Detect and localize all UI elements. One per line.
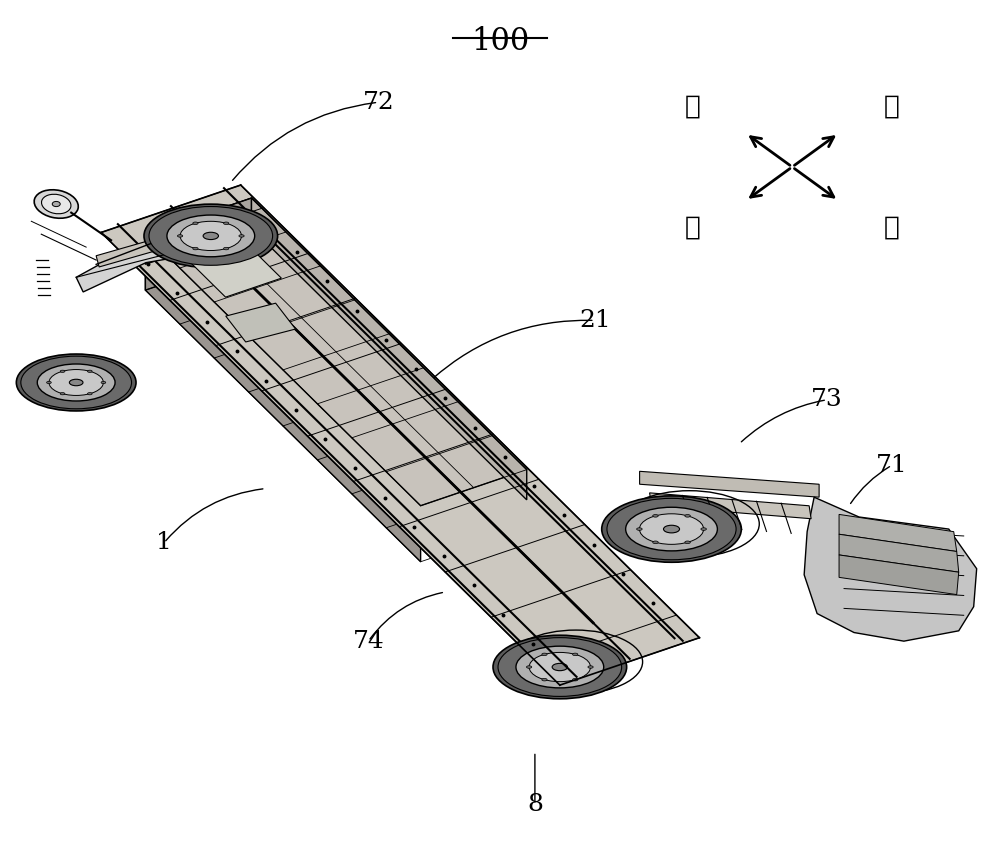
Ellipse shape [626, 507, 717, 551]
Ellipse shape [653, 541, 658, 543]
Ellipse shape [69, 379, 83, 386]
Ellipse shape [193, 247, 198, 250]
Ellipse shape [607, 498, 736, 560]
Polygon shape [96, 219, 229, 267]
Ellipse shape [60, 370, 65, 373]
Ellipse shape [87, 370, 92, 373]
Polygon shape [251, 198, 527, 500]
Polygon shape [839, 535, 959, 572]
Text: 8: 8 [527, 793, 543, 817]
Ellipse shape [701, 528, 706, 530]
Ellipse shape [60, 393, 65, 394]
Ellipse shape [663, 525, 680, 533]
Ellipse shape [573, 678, 578, 681]
Polygon shape [804, 497, 977, 641]
Polygon shape [226, 303, 296, 342]
Polygon shape [145, 228, 251, 290]
Ellipse shape [144, 204, 278, 267]
Text: 21: 21 [579, 309, 611, 332]
Ellipse shape [224, 247, 229, 250]
Ellipse shape [34, 189, 78, 218]
Ellipse shape [685, 541, 690, 543]
Ellipse shape [653, 515, 658, 517]
Polygon shape [145, 228, 527, 536]
Ellipse shape [37, 364, 115, 401]
Ellipse shape [573, 653, 578, 656]
Ellipse shape [101, 381, 106, 383]
Ellipse shape [602, 496, 741, 562]
Ellipse shape [180, 221, 242, 251]
Ellipse shape [193, 222, 198, 225]
Ellipse shape [203, 233, 218, 240]
Polygon shape [189, 242, 281, 298]
Text: 前: 前 [685, 93, 700, 119]
Polygon shape [145, 234, 421, 536]
Ellipse shape [42, 195, 71, 214]
Polygon shape [640, 471, 819, 497]
Ellipse shape [639, 514, 704, 544]
Ellipse shape [516, 646, 604, 688]
Ellipse shape [16, 354, 136, 411]
Ellipse shape [177, 234, 183, 237]
Ellipse shape [542, 678, 547, 681]
Ellipse shape [167, 215, 255, 257]
Ellipse shape [239, 234, 244, 237]
Ellipse shape [47, 381, 51, 383]
Ellipse shape [493, 635, 627, 699]
Polygon shape [145, 265, 421, 561]
Polygon shape [101, 185, 699, 685]
Text: 1: 1 [156, 531, 172, 554]
Ellipse shape [52, 202, 60, 207]
Text: 73: 73 [811, 388, 843, 411]
Ellipse shape [21, 356, 132, 409]
Polygon shape [839, 555, 959, 594]
Polygon shape [839, 515, 957, 552]
Text: 右: 右 [884, 93, 900, 119]
Text: 后: 后 [884, 215, 900, 240]
Ellipse shape [498, 638, 622, 696]
Text: 71: 71 [876, 454, 908, 477]
Ellipse shape [529, 652, 591, 682]
Polygon shape [145, 198, 527, 506]
Text: 左: 左 [685, 215, 700, 240]
Polygon shape [76, 234, 211, 292]
Text: 100: 100 [471, 26, 529, 56]
Ellipse shape [526, 666, 532, 669]
Polygon shape [145, 198, 251, 265]
Ellipse shape [542, 653, 547, 656]
Ellipse shape [224, 222, 229, 225]
Ellipse shape [552, 663, 568, 670]
Ellipse shape [149, 207, 273, 266]
Ellipse shape [87, 393, 92, 394]
Text: 74: 74 [352, 630, 384, 653]
Polygon shape [650, 493, 811, 519]
Ellipse shape [588, 666, 593, 669]
Ellipse shape [685, 515, 690, 517]
Ellipse shape [637, 528, 642, 530]
Ellipse shape [49, 369, 103, 395]
Text: 72: 72 [362, 91, 394, 114]
